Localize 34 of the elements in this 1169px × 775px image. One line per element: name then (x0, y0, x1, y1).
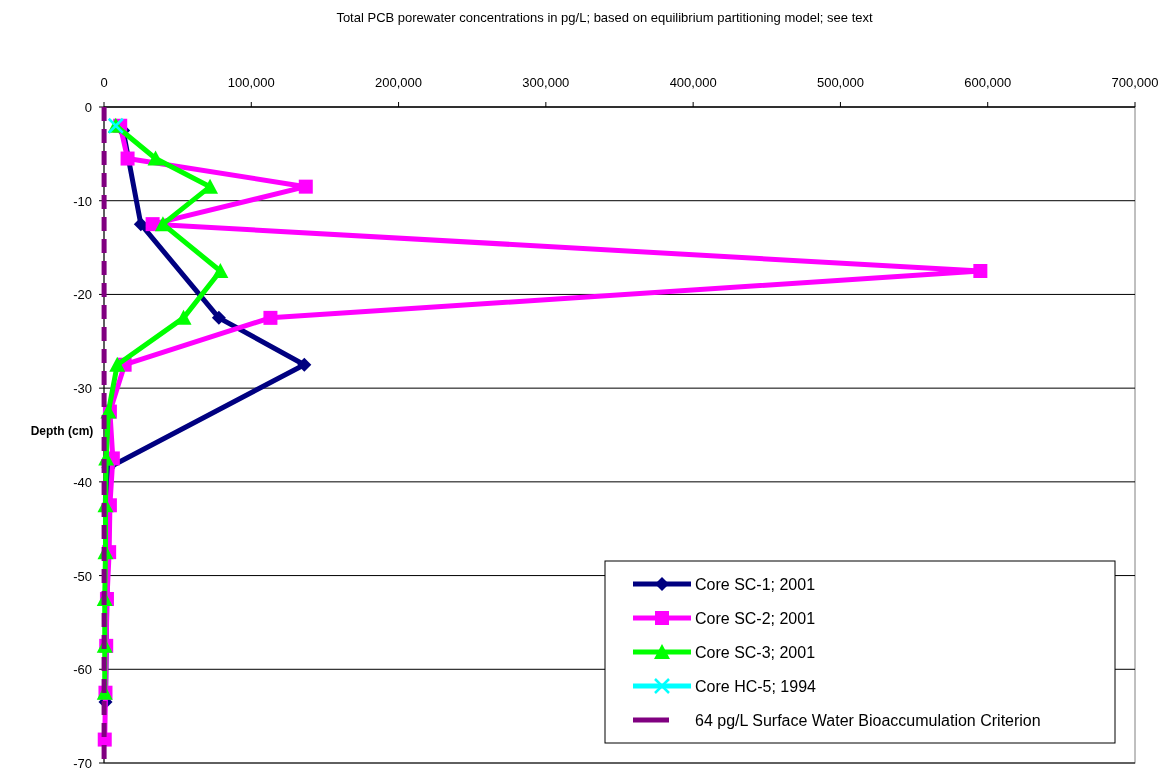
point (973, 264, 988, 278)
legend-label: Core SC-1; 2001 (695, 576, 816, 593)
x-tick-label: 500,000 (816, 75, 864, 90)
point (109, 356, 126, 372)
y-tick-label: 0 (84, 100, 92, 115)
point (212, 263, 229, 278)
x-tick-label: 300,000 (522, 75, 570, 90)
point (297, 357, 312, 372)
chart-title: Total PCB porewater concentrations in pg/L; based on equilibrium partitioning model; see text (336, 10, 873, 25)
y-tick-label: -30 (73, 381, 92, 397)
y-tick-label: -40 (73, 474, 92, 490)
point (154, 216, 171, 232)
legend-label: 64 pg/L Surface Water Bioaccumulation Criterion (695, 712, 1041, 729)
x-tick-label: 600,000 (964, 75, 1012, 90)
x-tick-label: 400,000 (669, 75, 717, 90)
x-tick-label: 0 (100, 75, 108, 90)
point (211, 310, 226, 325)
point (120, 151, 135, 166)
x-tick-label: 700,000 (1111, 75, 1159, 90)
y-tick-label: -50 (73, 568, 92, 584)
legend-label: Core SC-2; 2001 (695, 610, 816, 627)
x-tick-label: 200,000 (375, 75, 423, 90)
y-tick-label: -70 (73, 756, 92, 771)
y-tick-label: -60 (73, 662, 92, 678)
point (147, 150, 164, 166)
y-axis-title: Depth (cm) (30, 424, 94, 438)
legend-label: Core HC-5; 1994 (695, 678, 817, 695)
point (298, 179, 313, 194)
y-tick-label: -20 (73, 287, 92, 303)
point (133, 217, 148, 232)
y-tick-label: -10 (73, 193, 92, 209)
x-tick-label: 100,000 (227, 75, 275, 90)
legend-label: Core SC-3; 2001 (695, 644, 816, 661)
point (263, 310, 278, 325)
